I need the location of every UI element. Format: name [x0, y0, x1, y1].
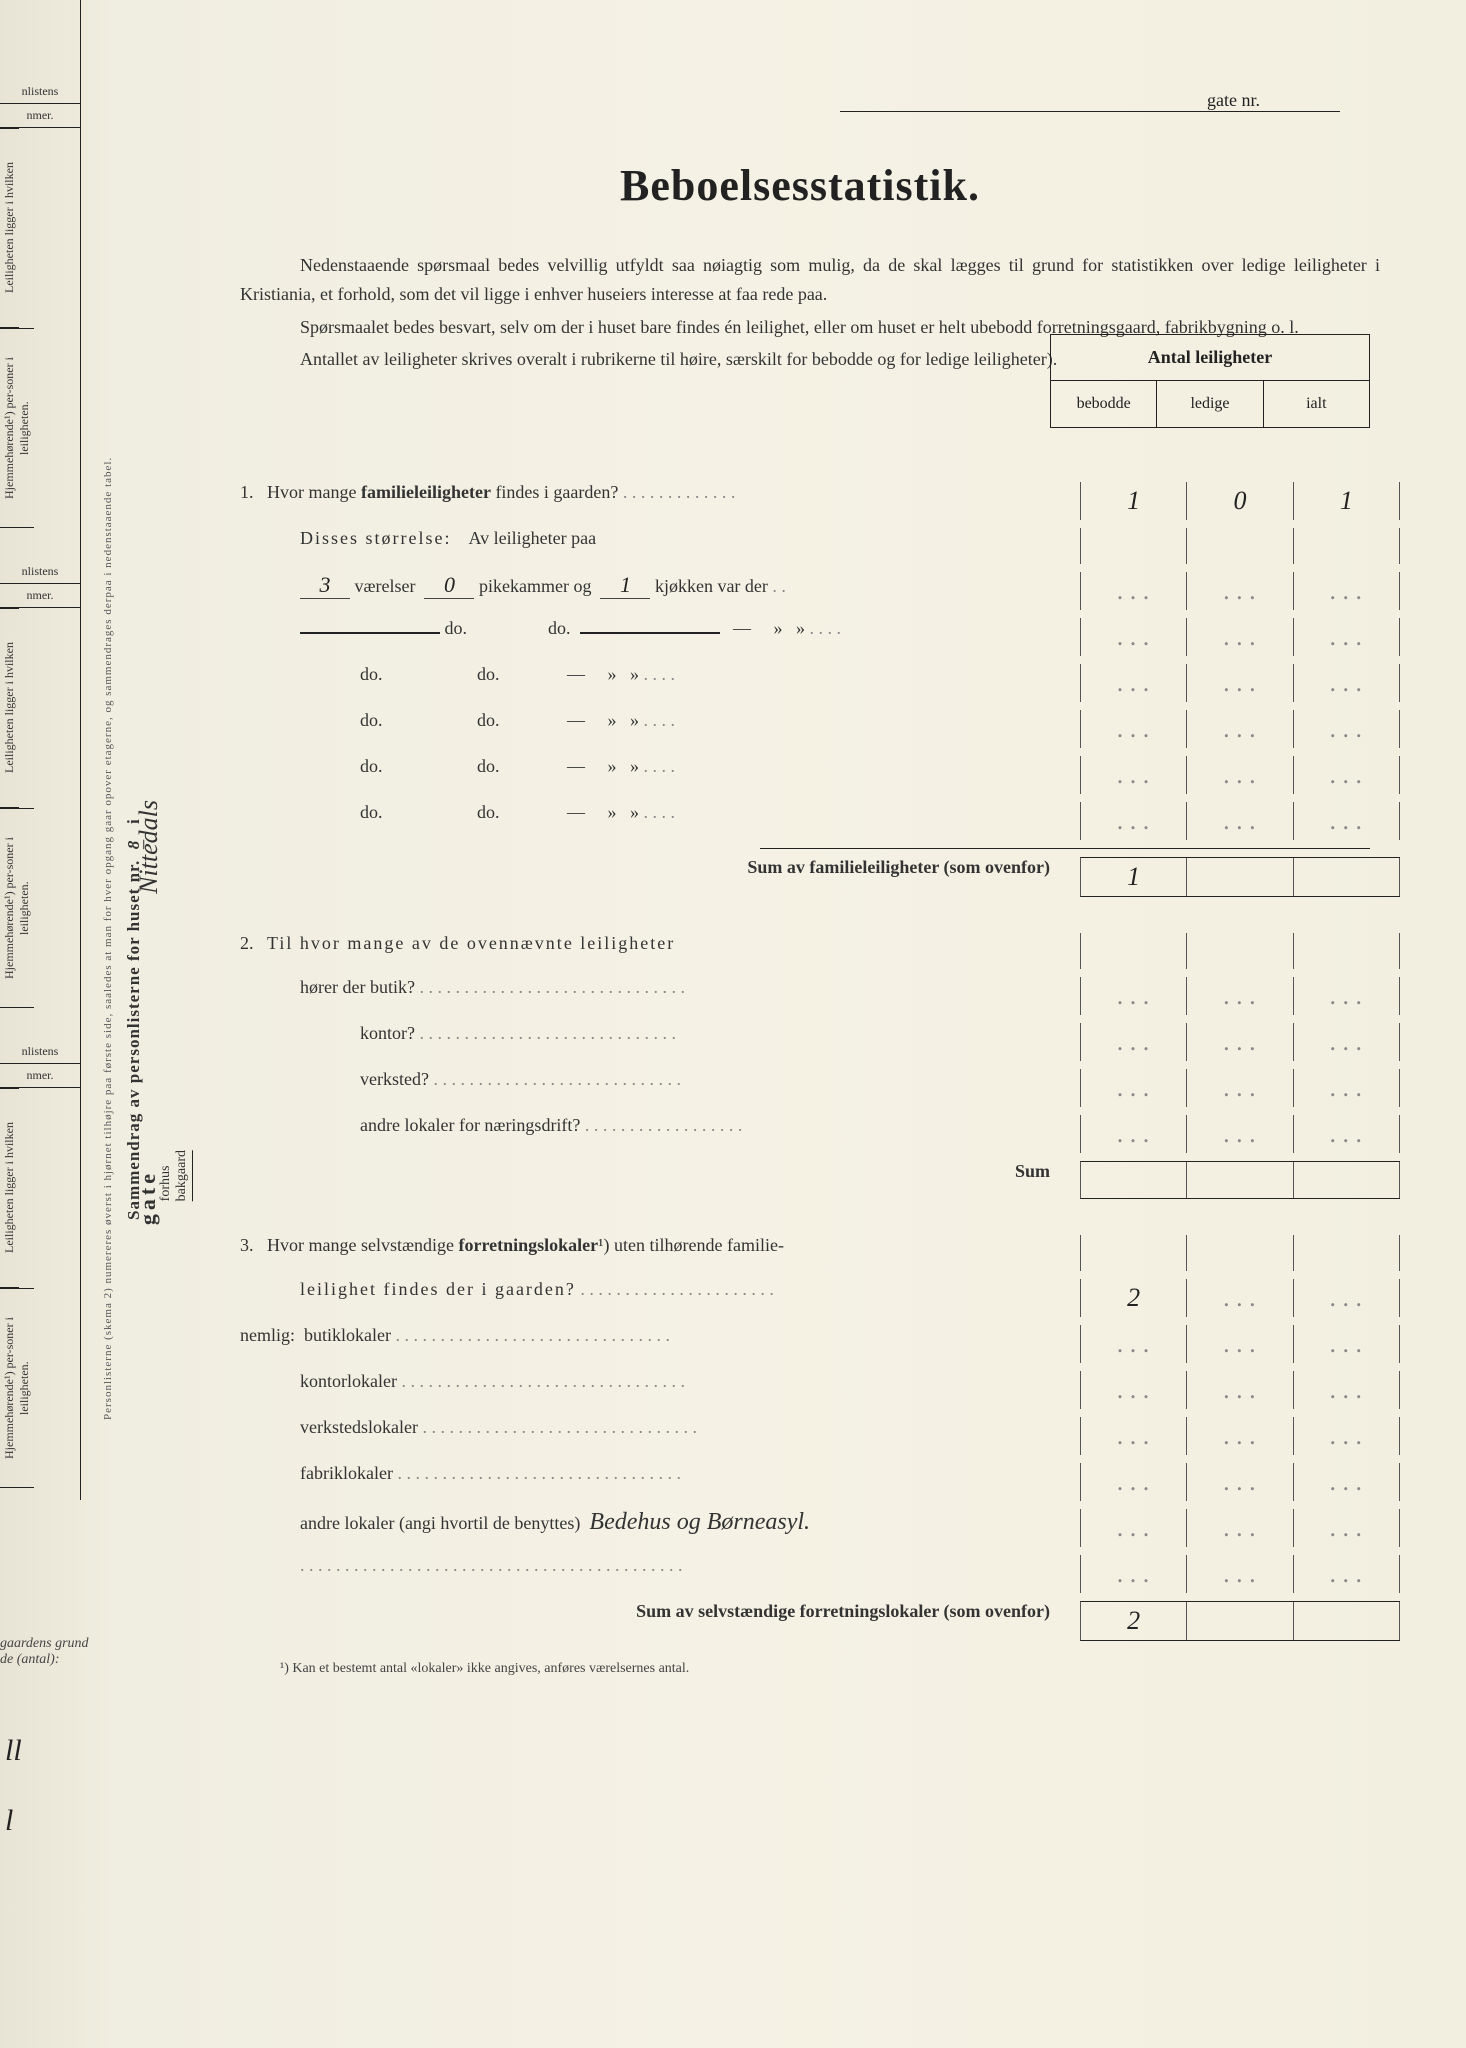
gate-nr-line: gate nr. [840, 90, 1340, 112]
margin-header-1: nlistens [0, 80, 80, 104]
q2-r2: kontor? . . . . . . . . . . . . . . . . … [240, 1023, 1400, 1061]
margin-header-5: nlistens [0, 1040, 80, 1064]
hw-mark-2: l [5, 1804, 13, 1838]
margin-cell-leil-1: Leiligheten ligger i hvilken [0, 128, 19, 328]
q1-sum: Sum av familieleiligheter (som ovenfor) … [240, 857, 1400, 897]
q1-size-row1: 3 værelser 0 pikekammer og 1 kjøkken var… [240, 572, 1400, 610]
side-street-hw: Nittedals [134, 800, 164, 894]
q1-sum-val: 1 [1081, 858, 1187, 896]
hw-mark-1: ll [5, 1734, 22, 1768]
q2-r3: verksted? . . . . . . . . . . . . . . . … [240, 1069, 1400, 1107]
q2-row: 2. Til hvor mange av de ovennævnte leili… [240, 933, 1400, 969]
q1-row: 1. Hvor mange familieleiligheter findes … [240, 482, 1400, 520]
col-ialt: ialt [1264, 381, 1369, 427]
q1-disses: Disses størrelse: Av leiligheter paa [240, 528, 1400, 564]
q1-ledige: 0 [1187, 482, 1293, 520]
footnote: ¹) Kan et bestemt antal «lokaler» ikke a… [240, 1661, 1400, 1677]
q3-val: 2 [1081, 1279, 1187, 1317]
q3-r3: verkstedslokaler . . . . . . . . . . . .… [240, 1417, 1400, 1455]
margin-header-3: nlistens [0, 560, 80, 584]
q1-size-row2: do. do. — » » . . . . . . .. . .. . . [240, 618, 1400, 656]
q1-size-row5: do. do. — » » . . . . . . .. . .. . . [240, 756, 1400, 794]
side-title: Sammendrag av personlisterne for huset n… [120, 120, 147, 1220]
q1-ialt: 1 [1294, 482, 1400, 520]
q3-r4: fabriklokaler . . . . . . . . . . . . . … [240, 1463, 1400, 1501]
q2-r1: hører der butik? . . . . . . . . . . . .… [240, 977, 1400, 1015]
page-title: Beboelsesstatistik. [200, 160, 1400, 211]
q3-sum-val: 2 [1081, 1602, 1187, 1640]
side-forhus: forhusbakgaard [158, 1150, 193, 1201]
q3-row: 3. Hvor mange selvstændige forretningslo… [240, 1235, 1400, 1271]
q1-size-row3: do. do. — » » . . . . . . .. . .. . . [240, 664, 1400, 702]
q2-sum: Sum [240, 1161, 1400, 1199]
col-ledige: ledige [1157, 381, 1263, 427]
margin-cell-hjem-3: Hjemmehørende¹) per-soner i leiligheten. [0, 1288, 34, 1488]
margin-gaardens: gaardens grund [0, 1636, 89, 1652]
margin-header-6: nmer. [0, 1064, 80, 1088]
side-subtitle: Personlisterne (skema 2) numereres øvers… [100, 120, 118, 1420]
margin-cell-leil-3: Leiligheten ligger i hvilken [0, 1088, 19, 1288]
margin-header-4: nmer. [0, 584, 80, 608]
q2-r4: andre lokaler for næringsdrift? . . . . … [240, 1115, 1400, 1153]
q3-r5: andre lokaler (angi hvortil de benyttes)… [240, 1509, 1400, 1547]
main-content: gate nr. Beboelsesstatistik. Nedenstaaen… [200, 100, 1400, 1677]
margin-antal: de (antal): [0, 1652, 89, 1668]
col-bebodde: bebodde [1051, 381, 1157, 427]
q3-r2: kontorlokaler . . . . . . . . . . . . . … [240, 1371, 1400, 1409]
margin-cell-leil-2: Leiligheten ligger i hvilken [0, 608, 19, 808]
margin-cell-hjem-1: Hjemmehørende¹) per-soner i leiligheten. [0, 328, 34, 528]
q3-row2: leilighet findes der i gaarden? . . . . … [240, 1279, 1400, 1317]
table-header: Antal leiligheter bebodde ledige ialt [1050, 334, 1370, 428]
margin-header-2: nmer. [0, 104, 80, 128]
margin-cell-hjem-2: Hjemmehørende¹) per-soner i leiligheten. [0, 808, 34, 1008]
q3-sum: Sum av selvstændige forretningslokaler (… [240, 1601, 1400, 1641]
q1-size-row6: do. do. — » » . . . . . . .. . .. . . [240, 802, 1400, 840]
table-header-title: Antal leiligheter [1051, 335, 1369, 381]
q1-bebodde: 1 [1081, 482, 1187, 520]
left-margin-area: nlistens nmer. Leiligheten ligger i hvil… [0, 0, 160, 2048]
intro-p1: Nedenstaaende spørsmaal bedes velvillig … [240, 251, 1380, 309]
q3-r5b: . . . . . . . . . . . . . . . . . . . . … [240, 1555, 1400, 1593]
q3-hw-answer: Bedehus og Børneasyl. [589, 1509, 810, 1535]
q1-size-row4: do. do. — » » . . . . . . .. . .. . . [240, 710, 1400, 748]
q3-r1: nemlig: butiklokaler . . . . . . . . . .… [240, 1325, 1400, 1363]
